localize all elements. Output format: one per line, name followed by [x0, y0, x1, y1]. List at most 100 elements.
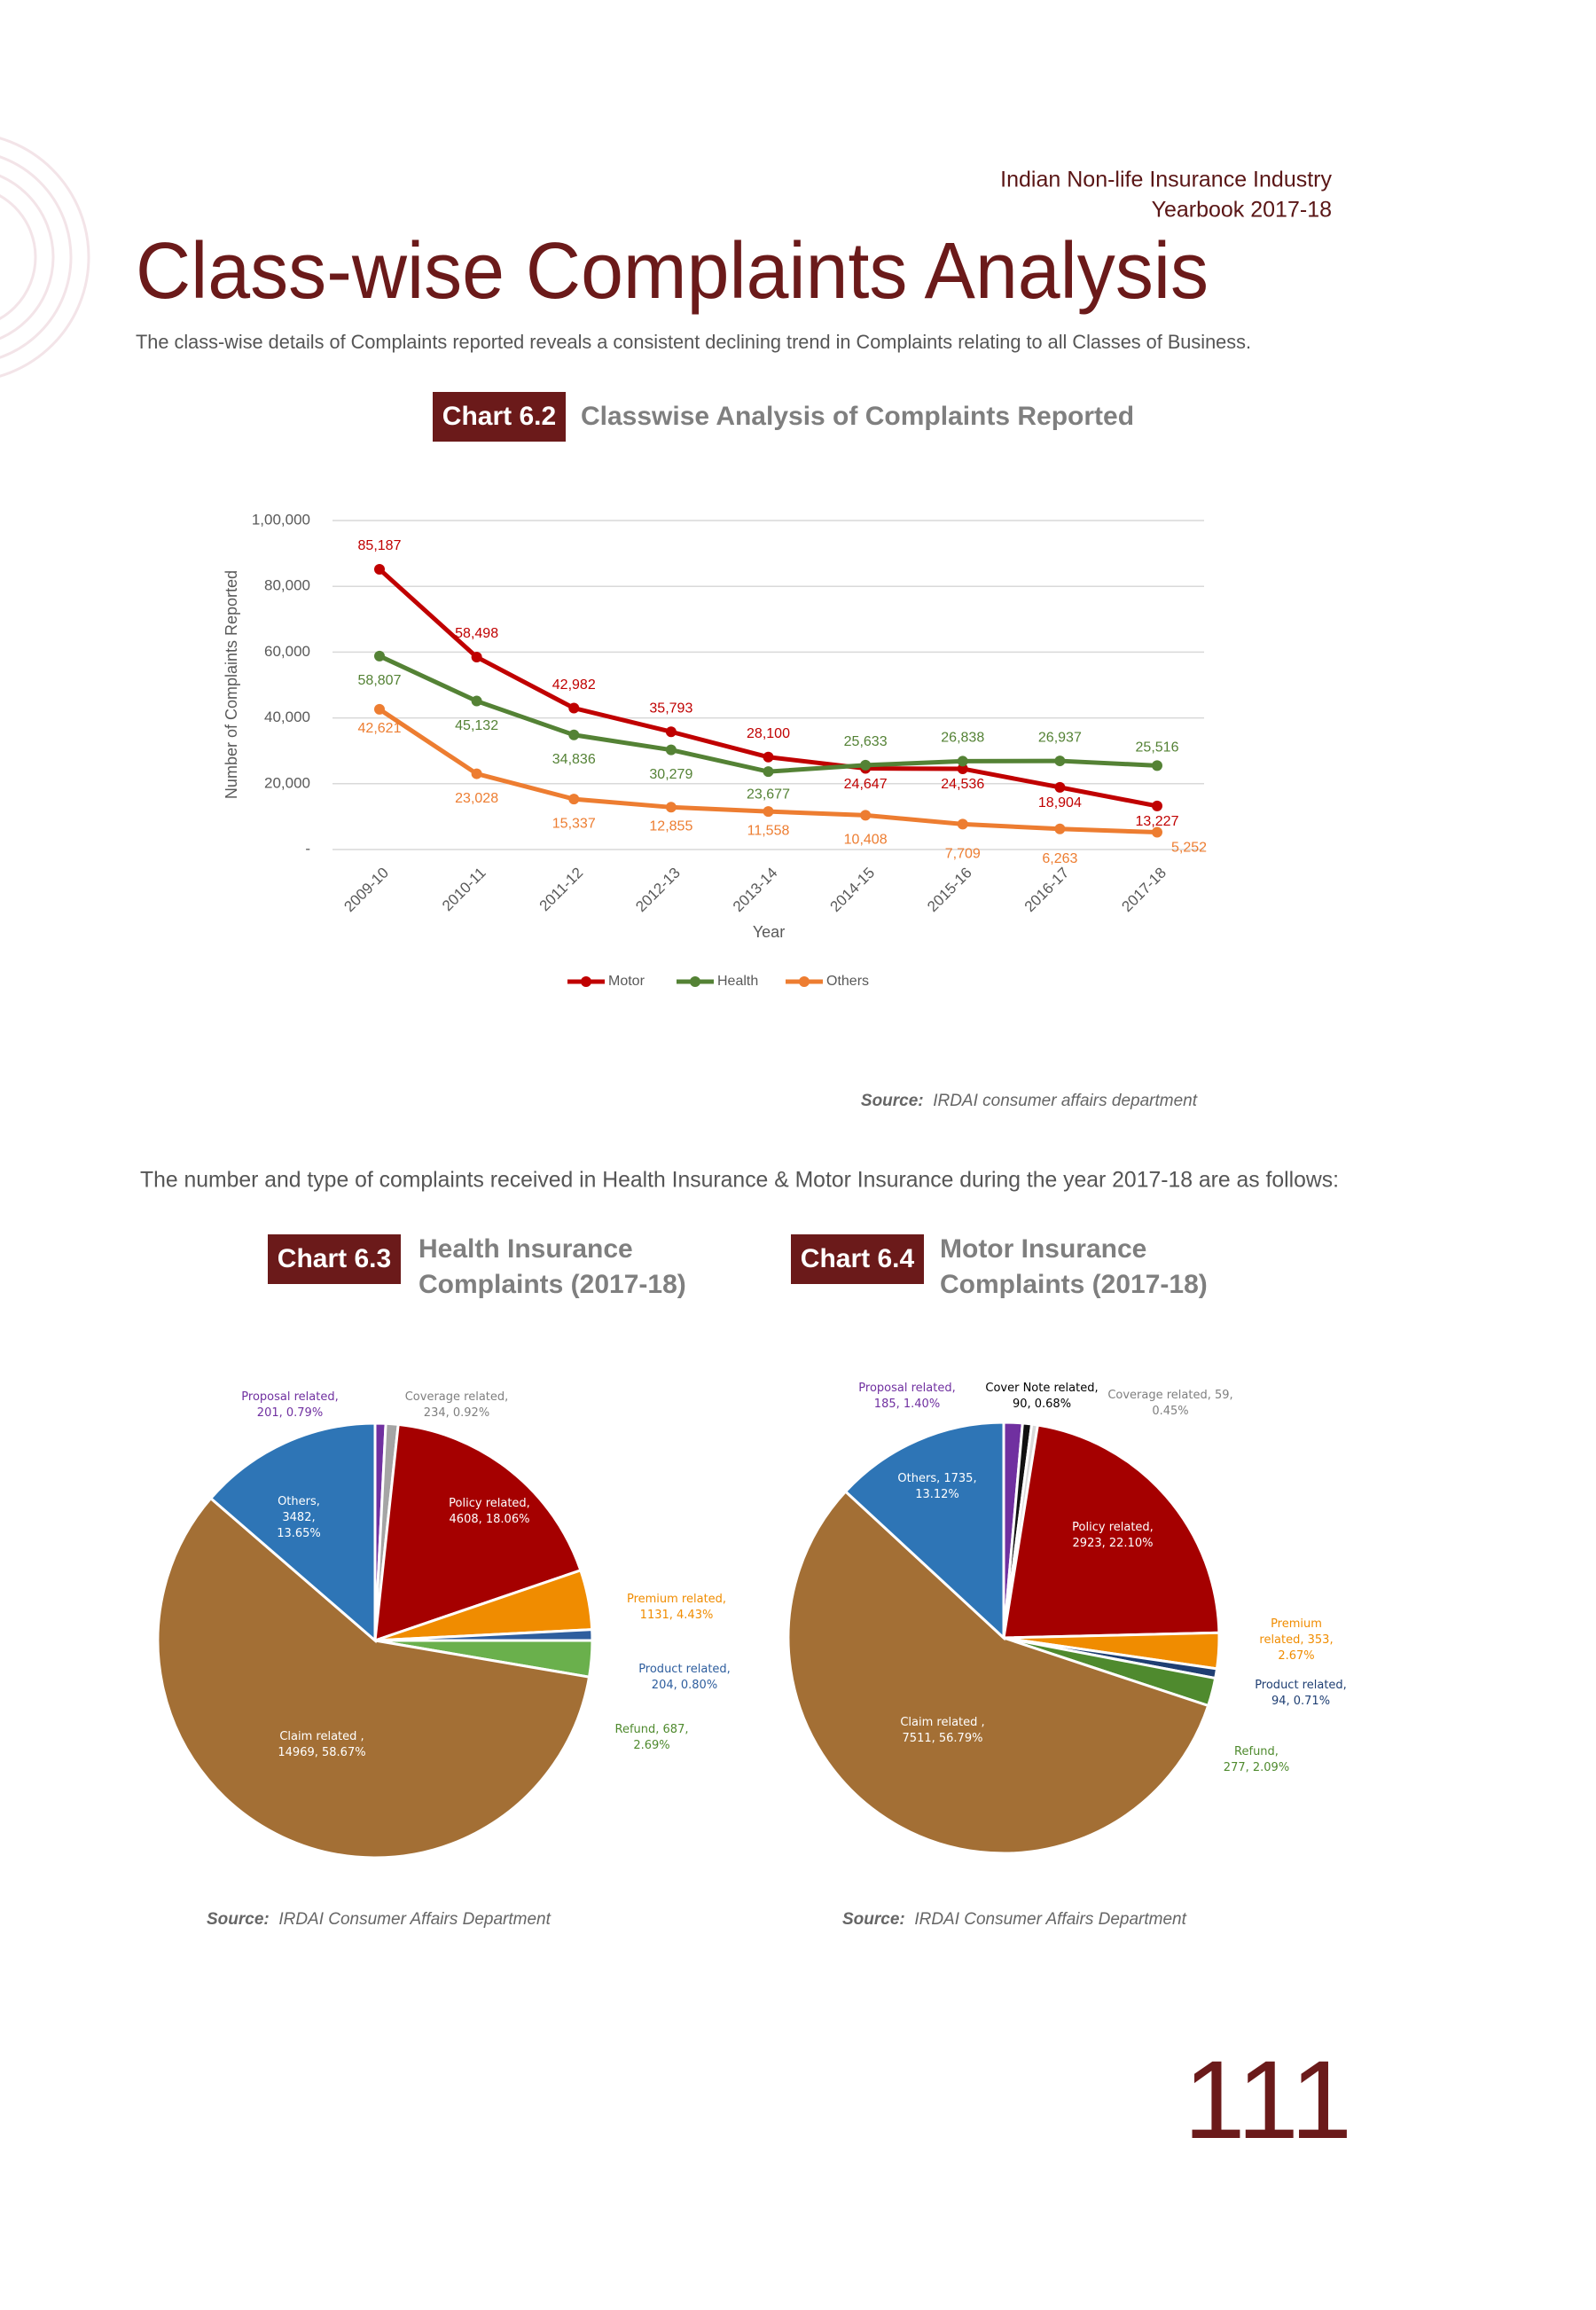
between-text: The number and type of complaints receiv…: [140, 1168, 1339, 1193]
pie-slice: [208, 1421, 377, 1644]
chart-label-box: [268, 1234, 401, 1284]
slice-label: Others, 1735, 13.12%: [897, 1472, 977, 1501]
data-label: 7,709: [945, 847, 981, 862]
pie-slice: [156, 1496, 591, 1860]
slice-label: Premium related, 1131, 4.43%: [626, 1593, 727, 1622]
label-box: Coverage related, 234, 0.92%: [404, 1390, 509, 1420]
chart-label-box: [791, 1234, 924, 1284]
x-tick-label: 2009-10: [340, 865, 392, 916]
y-tick-label: 20,000: [264, 774, 310, 791]
data-label: 11,558: [747, 823, 790, 838]
slice-label: Claim related , 14969, 58.67%: [278, 1730, 366, 1759]
source-label: Source:: [842, 1910, 905, 1929]
header-line: Indian Non-life Insurance Industry: [1000, 168, 1332, 192]
slice-label: Coverage related, 234, 0.92%: [404, 1390, 509, 1420]
data-point: [763, 766, 774, 778]
chart-label: Chart 6.3: [278, 1244, 391, 1273]
data-point: [568, 729, 580, 740]
chart-label-box: [433, 392, 566, 442]
data-point: [957, 756, 968, 767]
slice-label: Product related, 204, 0.80%: [638, 1663, 731, 1692]
y-axis-label: Number of Complaints Reported: [223, 570, 240, 799]
label-box: Refund, 277, 2.09%: [1224, 1745, 1289, 1774]
data-label: 35,793: [649, 701, 692, 716]
x-tick-label: 2012-13: [632, 865, 684, 916]
chart-title: Health Insurance: [419, 1234, 633, 1264]
page-number: 111: [1184, 2039, 1352, 2162]
chart-label: Chart 6.2: [442, 402, 556, 431]
chart-title: Motor Insurance: [940, 1234, 1146, 1264]
legend-marker: [690, 976, 700, 987]
legend-label: Others: [826, 974, 869, 989]
x-tick-label: 2014-15: [827, 865, 879, 916]
data-point: [374, 563, 385, 575]
data-label: 24,536: [941, 777, 984, 792]
data-label: 42,621: [358, 721, 402, 736]
y-tick-label: 1,00,000: [252, 511, 310, 528]
pie-slice: [843, 1421, 1005, 1641]
source-text: IRDAI Consumer Affairs Department: [914, 1910, 1186, 1929]
data-label: 13,227: [1136, 814, 1179, 829]
data-point: [763, 806, 774, 818]
label-box: Product related, 94, 0.71%: [1255, 1679, 1347, 1708]
legend-marker: [581, 976, 591, 987]
intro: The class-wise details of Complaints rep…: [136, 331, 1251, 353]
slice-label: Policy related, 4608, 18.06%: [449, 1497, 530, 1526]
data-label: 26,937: [1038, 730, 1082, 745]
data-point: [374, 650, 385, 662]
label-box: Proposal related, 201, 0.79%: [241, 1390, 338, 1420]
x-axis-label: Year: [753, 923, 785, 941]
chart-title: Classwise Analysis of Complaints Reporte…: [581, 402, 1134, 431]
label-box: Product related, 204, 0.80%: [638, 1663, 731, 1692]
data-point: [860, 810, 872, 821]
slice-label: Policy related, 2923, 22.10%: [1072, 1521, 1154, 1550]
slice-label: Product related, 94, 0.71%: [1255, 1679, 1347, 1708]
legend-label: Health: [717, 974, 758, 989]
data-label: 24,647: [844, 777, 888, 792]
label-box: Policy related, 4608, 18.06%: [449, 1497, 530, 1526]
data-point: [471, 695, 482, 707]
source-text: IRDAI Consumer Affairs Department: [278, 1910, 551, 1929]
data-label: 23,028: [455, 791, 498, 806]
data-point: [471, 768, 482, 779]
x-tick-label: 2013-14: [730, 865, 781, 916]
x-tick-label: 2017-18: [1118, 865, 1170, 916]
label-box: Premium related, 353, 2.67%: [1259, 1617, 1333, 1663]
data-point: [1152, 826, 1162, 838]
data-label: 45,132: [455, 718, 498, 733]
data-point: [665, 726, 677, 738]
data-label: 5,252: [1171, 841, 1207, 856]
data-label: 26,838: [941, 731, 984, 746]
chart-title: Complaints (2017-18): [940, 1270, 1208, 1299]
slice-label: Others, 3482, 13.65%: [277, 1495, 321, 1540]
slice-label: Refund, 687, 2.69%: [614, 1723, 689, 1752]
source: Source: IRDAI consumer affairs departmen…: [861, 1092, 1198, 1110]
x-tick-label: 2011-12: [536, 865, 587, 915]
data-label: 42,982: [552, 677, 596, 693]
source-text: IRDAI consumer affairs department: [933, 1092, 1198, 1110]
data-point: [1152, 800, 1162, 811]
slice-label: Cover Note related, 90, 0.68%: [985, 1382, 1099, 1411]
data-point: [374, 703, 385, 715]
data-point: [957, 763, 968, 774]
data-point: [957, 818, 968, 830]
data-point: [1054, 781, 1066, 793]
data-label: 12,855: [649, 819, 692, 834]
page-title: Class-wise Complaints Analysis: [136, 227, 1209, 316]
y-tick-label: 60,000: [264, 643, 310, 660]
label-box: Proposal related, 185, 1.40%: [858, 1382, 955, 1411]
data-label: 18,904: [1038, 795, 1082, 810]
data-point: [860, 759, 872, 771]
data-point: [665, 744, 677, 756]
decoration: [0, 137, 90, 378]
data-point: [1152, 760, 1162, 771]
data-label: 10,408: [844, 833, 888, 848]
source: Source: IRDAI Consumer Affairs Departmen…: [207, 1910, 552, 1929]
legend-marker: [799, 976, 810, 987]
data-point: [1054, 823, 1066, 834]
y-tick-label: -: [305, 840, 310, 857]
source-label: Source:: [207, 1910, 270, 1929]
data-label: 23,677: [747, 787, 790, 802]
label-box: Others, 1735, 13.12%: [897, 1472, 977, 1501]
